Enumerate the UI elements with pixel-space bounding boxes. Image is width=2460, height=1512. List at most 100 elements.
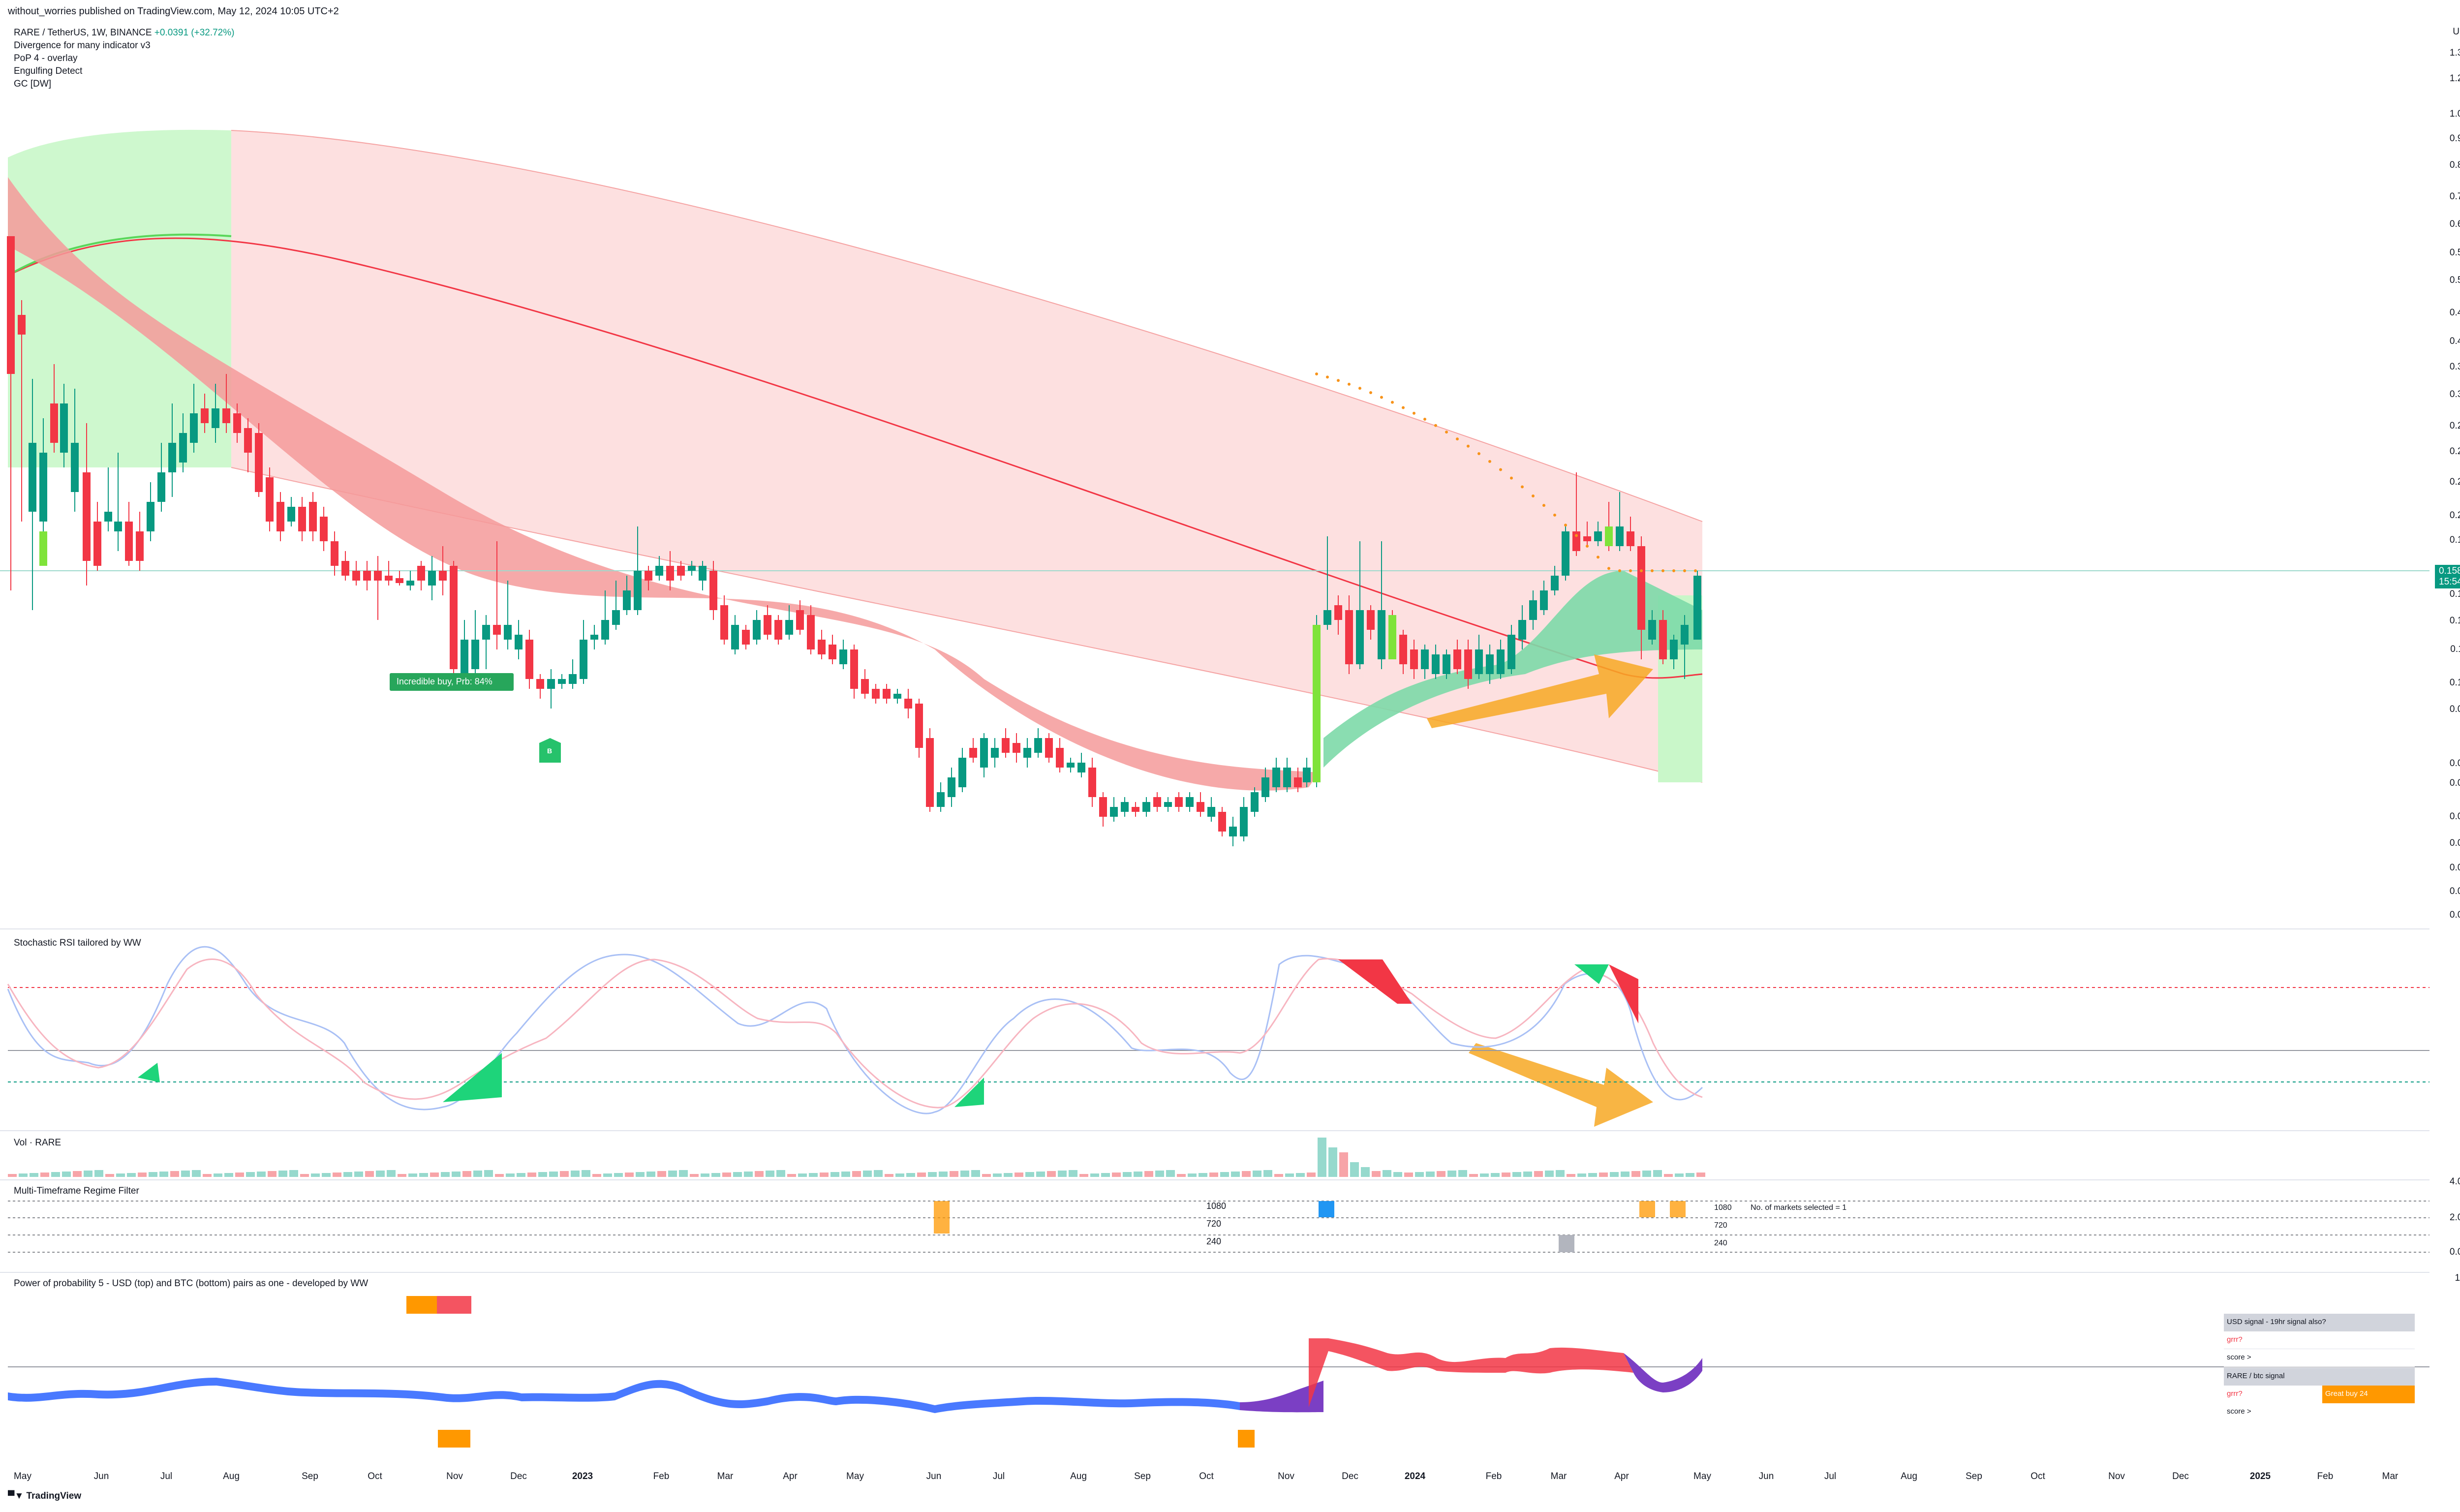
volume-bar	[214, 1173, 222, 1177]
engulfing-candle	[39, 531, 47, 566]
volume-pane-title[interactable]: Vol · RARE	[14, 1138, 62, 1148]
indicator-legend-1[interactable]: Divergence for many indicator v3	[14, 40, 151, 51]
regime-signal-240	[1559, 1235, 1574, 1252]
time-axis-label: Aug	[1070, 1471, 1087, 1481]
volume-bar	[1577, 1173, 1586, 1177]
time-axis-label: Aug	[1901, 1471, 1917, 1481]
regime-row-720: 720	[1206, 1219, 1222, 1229]
candle-body	[1443, 654, 1450, 674]
candle-body	[1432, 654, 1440, 674]
volume-bar	[192, 1170, 201, 1177]
candle-body	[1637, 546, 1645, 630]
volume-bar	[1610, 1172, 1619, 1177]
volume-bar	[1664, 1174, 1673, 1177]
candle-body	[926, 738, 934, 807]
volume-bar	[527, 1173, 536, 1177]
dot-marker	[1607, 567, 1610, 570]
time-axis-label: Feb	[2317, 1471, 2334, 1481]
volume-bar	[1415, 1172, 1424, 1177]
usd-signal-row2: score >	[2224, 1349, 2415, 1367]
volume-bar	[246, 1172, 255, 1177]
dot-marker	[1564, 524, 1567, 527]
candle-body	[525, 640, 533, 679]
buy-label-box	[390, 673, 514, 691]
indicator-legend-3[interactable]: Engulfing Detect	[14, 66, 83, 76]
volume-bar	[495, 1174, 504, 1177]
candlestick-series	[7, 236, 1701, 846]
regime-pane-title[interactable]: Multi-Timeframe Regime Filter	[14, 1186, 139, 1196]
price-axis[interactable]: USDT 1.3500 1.2000 1.0500 0.9500 0.8500 0.750…	[2429, 0, 2460, 1491]
time-axis-label: Sep	[302, 1471, 318, 1481]
chart-canvas[interactable]	[0, 0, 2429, 1491]
volume-bar	[1318, 1138, 1326, 1177]
regime-signal-720	[934, 1201, 950, 1234]
volume-bar	[1696, 1173, 1705, 1177]
dot-marker	[1456, 437, 1459, 441]
volume-bar	[62, 1172, 71, 1177]
volume-bar	[1307, 1173, 1316, 1177]
volume-bar	[809, 1173, 818, 1177]
dot-marker	[1586, 545, 1589, 548]
price-axis-label: 0.2600	[2449, 446, 2460, 457]
price-axis-label: 1.2000	[2449, 73, 2460, 84]
volume-bar	[181, 1171, 190, 1177]
candle-body	[839, 649, 847, 664]
price-axis-label: 0.2000	[2449, 510, 2460, 521]
candle-body	[287, 507, 295, 522]
volume-bar	[1339, 1152, 1348, 1177]
btc-signal-row1: grrr?	[2224, 1386, 2322, 1403]
candle-body	[1421, 649, 1429, 669]
indicator-legend-4[interactable]: GC [DW]	[14, 79, 51, 89]
price-axis-label: 0.0650	[2449, 778, 2460, 788]
candle-body	[623, 590, 631, 610]
dot-marker	[1683, 569, 1686, 572]
dot-marker	[1661, 569, 1664, 572]
buy-marker-icon	[539, 738, 561, 763]
symbol-legend[interactable]: RARE / TetherUS, 1W, BINANCE +0.0391 (+3…	[14, 27, 234, 39]
indicator-legend-2[interactable]: PoP 4 - overlay	[14, 53, 78, 63]
volume-bar	[333, 1173, 341, 1177]
pop-pane-title[interactable]: Power of probability 5 - USD (top) and B…	[14, 1278, 369, 1289]
candle-body	[666, 566, 674, 581]
volume-bar	[733, 1172, 742, 1177]
candle-body	[1410, 649, 1418, 669]
time-axis-label: Nov	[1278, 1471, 1294, 1481]
volume-bar	[1545, 1171, 1554, 1177]
volume-bar	[1220, 1172, 1229, 1177]
volume-bar	[311, 1173, 320, 1177]
annotation-arrow-stoch	[1469, 1043, 1653, 1127]
volume-bar	[1069, 1170, 1077, 1177]
price-axis-label: 0.7500	[2449, 191, 2460, 202]
candle-body	[1056, 748, 1064, 768]
volume-bar	[1458, 1170, 1467, 1177]
volume-bar	[1188, 1173, 1197, 1177]
candle-body	[1399, 635, 1407, 664]
volume-bar	[636, 1172, 645, 1177]
volume-bar	[1512, 1172, 1521, 1177]
stoch-pane-title[interactable]: Stochastic RSI tailored by WW	[14, 938, 141, 948]
volume-bar	[289, 1170, 298, 1177]
candle-body	[83, 472, 91, 561]
candle-body	[352, 571, 360, 581]
candle-body	[406, 581, 414, 586]
volume-bar	[94, 1170, 103, 1177]
candle-body	[1240, 807, 1248, 836]
candle-body	[18, 315, 26, 335]
volume-bar	[744, 1172, 753, 1177]
volume-bar	[8, 1174, 17, 1177]
dot-marker	[1380, 396, 1383, 399]
candle-body	[114, 522, 122, 531]
candle-body	[341, 561, 349, 576]
candle-body	[872, 689, 880, 699]
candle-body	[233, 413, 241, 433]
engulfing-candle	[1605, 526, 1613, 546]
price-axis-label: 0.8500	[2449, 160, 2460, 170]
volume-bar	[571, 1171, 580, 1177]
time-axis-label: Jun	[926, 1471, 942, 1481]
candle-body	[60, 403, 68, 453]
tradingview-logo[interactable]: ▀▼ TradingView	[8, 1491, 82, 1501]
candle-body	[1186, 797, 1194, 807]
candle-body	[569, 674, 577, 684]
candle-body	[493, 625, 501, 635]
volume-bar	[138, 1173, 147, 1177]
